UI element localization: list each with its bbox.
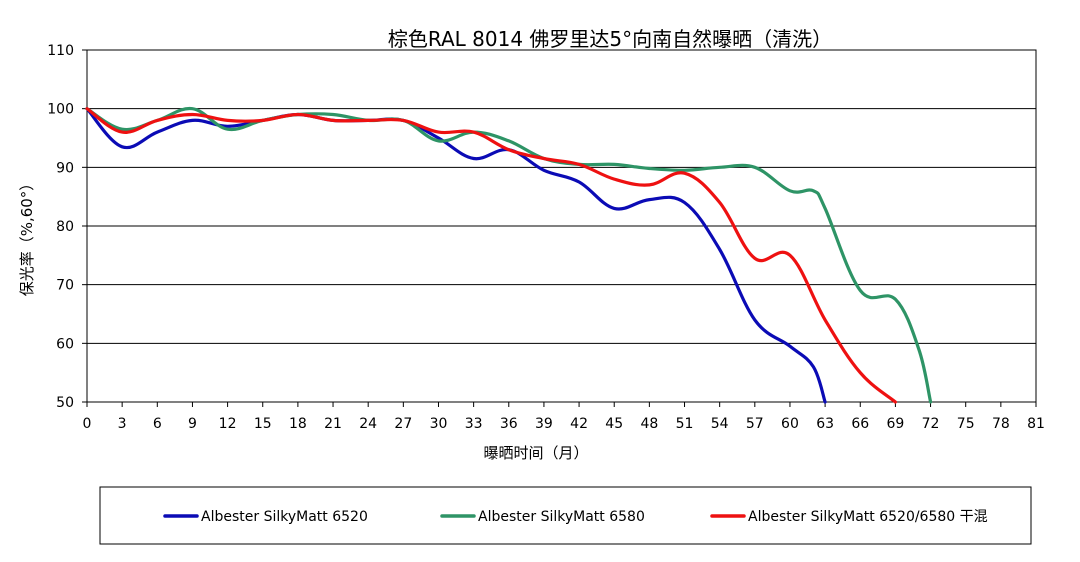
series-line-3 [85, 107, 897, 404]
x-tick-label: 24 [359, 416, 377, 432]
x-tick-label: 54 [711, 416, 729, 432]
x-tick-label: 39 [535, 416, 553, 432]
x-axis: 0 3 6 9 12 15 18 21 24 27 30 33 36 39 42 45 48 51 54 57 60 63… [83, 402, 1045, 432]
x-tick-label: 42 [570, 416, 588, 432]
x-tick-label: 36 [500, 416, 518, 432]
x-tick-label: 63 [816, 416, 834, 432]
y-tick-label: 50 [56, 395, 74, 411]
x-tick-label: 81 [1027, 416, 1045, 432]
x-tick-label: 33 [465, 416, 483, 432]
x-tick-label: 9 [188, 416, 197, 432]
x-tick-label: 15 [254, 416, 272, 432]
legend-box [99, 486, 1032, 545]
x-tick-label: 57 [746, 416, 764, 432]
y-tick-label: 70 [56, 278, 74, 294]
x-tick-label: 3 [118, 416, 127, 432]
x-tick-label: 69 [886, 416, 904, 432]
y-tick-label: 60 [56, 336, 74, 352]
y-tick-label: 110 [47, 43, 74, 59]
legend-label-1: Albester SilkyMatt 6520 [201, 509, 368, 525]
y-axis: 50 60 70 80 90 100 110 [47, 43, 87, 411]
chart-title: 棕色RAL 8014 佛罗里达5°向南自然曝晒（清洗） [388, 27, 832, 51]
legend: Albester SilkyMatt 6520 Albester SilkyMat… [99, 486, 1032, 545]
series-layer [85, 106, 933, 404]
x-tick-label: 12 [219, 416, 237, 432]
x-tick-label: 6 [153, 416, 162, 432]
x-axis-label: 曝晒时间（月） [483, 444, 588, 462]
grid-layer [87, 108, 1036, 344]
x-tick-label: 72 [922, 416, 940, 432]
x-tick-label: 30 [430, 416, 448, 432]
y-tick-label: 100 [47, 102, 74, 118]
x-tick-label: 78 [992, 416, 1010, 432]
x-tick-label: 60 [781, 416, 799, 432]
x-tick-label: 66 [851, 416, 869, 432]
y-axis-label: 保光率（%,60°） [18, 176, 36, 297]
legend-label-3: Albester SilkyMatt 6520/6580 干混 [748, 509, 988, 525]
y-tick-label: 80 [56, 219, 74, 235]
y-tick-label: 90 [56, 160, 74, 176]
x-tick-label: 18 [289, 416, 307, 432]
x-tick-label: 51 [676, 416, 694, 432]
x-tick-label: 45 [605, 416, 623, 432]
x-tick-label: 21 [324, 416, 342, 432]
x-tick-label: 0 [83, 416, 92, 432]
legend-label-2: Albester SilkyMatt 6580 [478, 509, 645, 525]
x-tick-label: 27 [394, 416, 412, 432]
x-tick-label: 48 [640, 416, 658, 432]
x-tick-label: 75 [957, 416, 975, 432]
